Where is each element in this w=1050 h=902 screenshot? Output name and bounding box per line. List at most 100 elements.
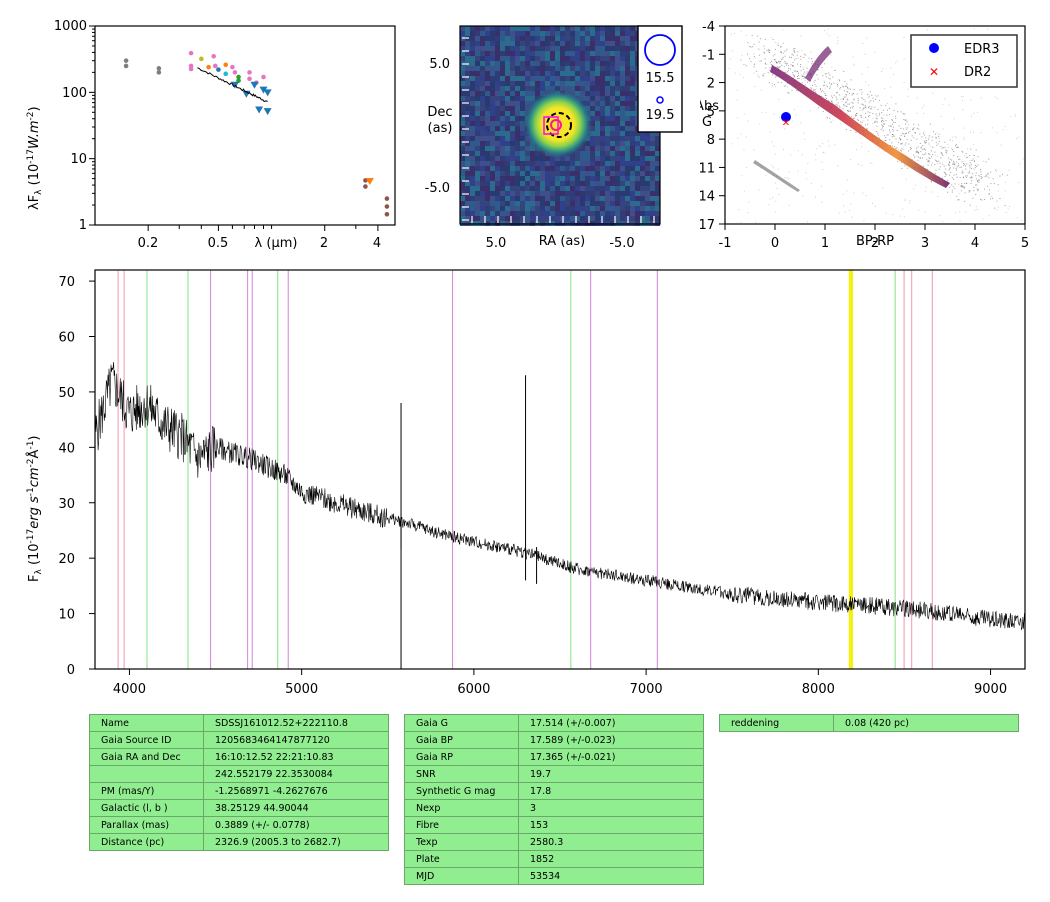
table-value: SDSSJ161012.52+222110.8: [203, 714, 389, 732]
sed-ytick: 1: [79, 218, 87, 233]
spectrum-ylabel: Fλ (10-17erg s-1cm-2Å-1): [26, 435, 44, 582]
table-key: Gaia Source ID: [89, 731, 204, 749]
table-value: 0.08 (420 pc): [833, 714, 1019, 732]
spectrum-ytick: 60: [58, 331, 75, 346]
table-value: 3: [518, 799, 704, 817]
sed-point-upper-limit: [250, 81, 259, 89]
sed-point: [211, 53, 216, 59]
sed-point: [199, 56, 204, 62]
sed-point: [188, 66, 194, 72]
hrd-ytick: 17: [700, 218, 715, 233]
table-value: 17.365 (+/-0.021): [518, 748, 704, 766]
hrd-ytick: 8: [707, 133, 715, 148]
sed-point: [123, 63, 129, 69]
image-xlabel: RA (as): [539, 234, 585, 249]
table-key: [89, 765, 204, 783]
legend-circle-small: [656, 96, 664, 104]
image-xtick: 5.0: [486, 236, 507, 251]
sed-xlabel: λ (µm): [255, 236, 298, 251]
hrd-ytick: -4: [702, 20, 715, 35]
legend-dr2-label: DR2: [964, 65, 991, 80]
table-value: 16:10:12.52 22:21:10.83: [203, 748, 389, 766]
table-value: 2326.9 (2005.3 to 2682.7): [203, 833, 389, 851]
target-square: [543, 116, 559, 135]
spectrum-xtick: 5000: [285, 682, 318, 697]
sed-point: [363, 184, 368, 189]
sed-point-upper-limit: [255, 106, 264, 114]
gaia-info-table: Gaia G 17.514 (+/-0.007) Gaia BP 17.589 (+/…: [404, 714, 704, 885]
sed-point: [384, 196, 390, 201]
hrd-giant-branch: [805, 46, 832, 82]
spectrum-frame: [94, 269, 1026, 670]
hrd-xlabel: BP-RP: [856, 234, 894, 249]
sed-point: [223, 62, 229, 68]
table-value: 17.514 (+/-0.007): [518, 714, 704, 732]
image-ylabel: (as): [428, 121, 453, 136]
spectrum-panel: 4000 5000 6000 7000 8000 9000010203040506070 …: [26, 269, 1026, 697]
hrd-xtick: 0: [771, 236, 779, 251]
table-row: Texp 2580.3: [404, 833, 704, 851]
sed-point: [123, 58, 129, 63]
sed-frame: [94, 25, 396, 226]
table-row: Gaia RP 17.365 (+/-0.021): [404, 748, 704, 766]
sed-point-upper-limit: [263, 108, 272, 116]
table-value: 2580.3: [518, 833, 704, 851]
sed-ytick: 1000: [54, 19, 87, 34]
hrd-xtick: 5: [1021, 236, 1029, 251]
hrd-ytick: 2: [707, 77, 715, 92]
hrd-xtick: 3: [921, 236, 929, 251]
legend-edr3-label: EDR3: [964, 42, 1000, 57]
sed-xtick: 0.2: [138, 236, 159, 251]
sed-ytick: 100: [62, 86, 87, 101]
object-info-table: Name SDSSJ161012.52+222110.8 Gaia Source I…: [89, 714, 389, 851]
sed-xtick: 4: [373, 236, 381, 251]
legend-dr2-marker: ✕: [929, 65, 939, 79]
image-legend: [637, 25, 683, 133]
sed-point: [223, 71, 229, 77]
sed-point-upper-limit: [230, 81, 239, 89]
table-row: Name SDSSJ161012.52+222110.8: [89, 714, 389, 732]
sed-xtick: 0.5: [208, 236, 229, 251]
sed-xtick: 2: [320, 236, 328, 251]
hrd-xtick-labels: -1 0 1 2 3 4 5: [719, 236, 1030, 251]
spectrum-xtick: 6000: [457, 682, 490, 697]
hrd-main-sequence: [770, 65, 950, 188]
table-row: PM (mas/Y) -1.2568971 -4.2627676: [89, 782, 389, 800]
table-value: 242.552179 22.3530084: [203, 765, 389, 783]
hrd-xtick: -1: [719, 236, 732, 251]
table-value: 0.3889 (+/- 0.0778): [203, 816, 389, 834]
table-row: Distance (pc) 2326.9 (2005.3 to 2682.7): [89, 833, 389, 851]
image-ylabel: Dec: [427, 105, 452, 120]
sed-model-curve: [197, 67, 268, 103]
sed-point: [236, 74, 241, 80]
table-row: Galactic (l, b ) 38.25129 44.90044: [89, 799, 389, 817]
spectrum-xtick: 7000: [630, 682, 663, 697]
table-row: SNR 19.7: [404, 765, 704, 783]
table-key: reddening: [719, 714, 834, 732]
table-key: Gaia RA and Dec: [89, 748, 204, 766]
hrd-white-dwarf-seq: [753, 160, 800, 192]
sed-point: [232, 70, 238, 75]
spectrum-xtick: 8000: [802, 682, 835, 697]
sed-ylabel: λFλ (10-17W.m-2): [26, 106, 44, 210]
spectrum-ytick: 0: [67, 663, 75, 678]
table-value: 38.25129 44.90044: [203, 799, 389, 817]
sed-points: [123, 50, 390, 217]
table-key: PM (mas/Y): [89, 782, 204, 800]
hrd-ticks: [719, 25, 1026, 230]
hrd-ytick: 5: [707, 105, 715, 120]
spectrum-ticks: 4000 5000 6000 7000 8000 9000 0 10 20 30 40 50 60 70: [58, 275, 1007, 697]
table-value: 17.589 (+/-0.023): [518, 731, 704, 749]
sed-ytick: 10: [70, 152, 87, 167]
sed-point: [188, 50, 194, 56]
spectrum-ytick: 70: [58, 275, 75, 290]
sed-point: [156, 66, 162, 71]
sed-point: [384, 211, 390, 217]
reddening-table: reddening 0.08 (420 pc): [719, 714, 1019, 732]
table-key: Galactic (l, b ): [89, 799, 204, 817]
hrd-frame: [724, 25, 1026, 225]
table-key: Texp: [404, 833, 519, 851]
table-row: Nexp 3: [404, 799, 704, 817]
hrd-ytick: -1: [702, 48, 715, 63]
hrd-legend: [910, 34, 1018, 88]
